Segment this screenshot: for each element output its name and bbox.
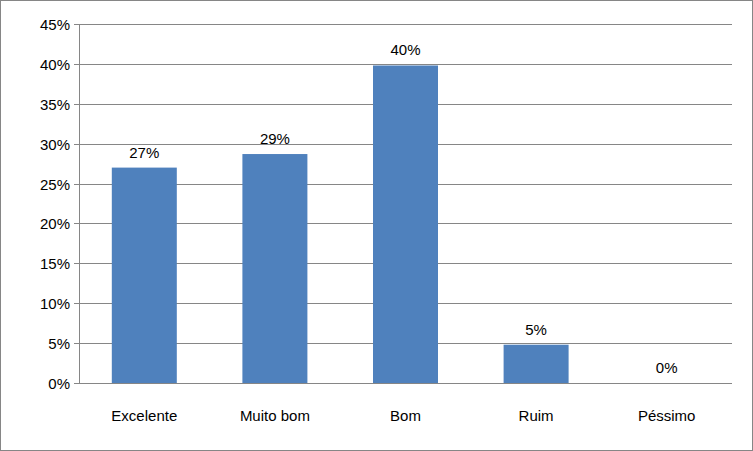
- bar: [634, 383, 699, 384]
- category-label: Muito bom: [240, 407, 310, 424]
- tick-label: 35%: [40, 96, 70, 113]
- bar: [373, 65, 438, 383]
- tick-label: 10%: [40, 295, 70, 312]
- data-label: 5%: [525, 321, 547, 338]
- tick-label: 25%: [40, 176, 70, 193]
- bar: [504, 345, 569, 383]
- bar: [242, 154, 307, 383]
- tick-label: 0%: [48, 375, 70, 392]
- tick-mark: [74, 24, 79, 25]
- page: {"chart_data": {"type": "bar", "categori…: [0, 0, 753, 451]
- category-label: Ruim: [519, 407, 554, 424]
- x-axis: [79, 383, 732, 384]
- tick-label: 15%: [40, 255, 70, 272]
- grid-line: [79, 64, 732, 65]
- y-axis: [79, 24, 80, 383]
- tick-label: 45%: [40, 16, 70, 33]
- tick-label: 5%: [48, 335, 70, 352]
- tick-mark: [74, 383, 79, 384]
- data-label: 0%: [656, 359, 678, 376]
- data-label: 40%: [390, 41, 420, 58]
- tick-mark: [74, 343, 79, 344]
- tick-mark: [74, 263, 79, 264]
- bars: [112, 65, 569, 383]
- category-label: Excelente: [111, 407, 177, 424]
- tick-label: 30%: [40, 136, 70, 153]
- tick-mark: [74, 104, 79, 105]
- data-label: 29%: [260, 130, 290, 147]
- grid-line: [79, 24, 732, 25]
- tick-mark: [74, 144, 79, 145]
- tick-mark: [74, 303, 79, 304]
- chart: 0% 5% 10% 15% 20% 25% 30% 35% 40% 45% 27% Excelente…: [0, 0, 753, 451]
- tick-label: 20%: [40, 215, 70, 232]
- tick-mark: [74, 223, 79, 224]
- data-label: 27%: [129, 144, 159, 161]
- tick-label: 40%: [40, 56, 70, 73]
- chart-border: [1, 1, 753, 451]
- tick-mark: [74, 64, 79, 65]
- category-label: Péssimo: [638, 407, 696, 424]
- grid-line: [79, 383, 732, 384]
- category-label: Bom: [390, 407, 421, 424]
- tick-mark: [74, 184, 79, 185]
- bar: [112, 168, 177, 383]
